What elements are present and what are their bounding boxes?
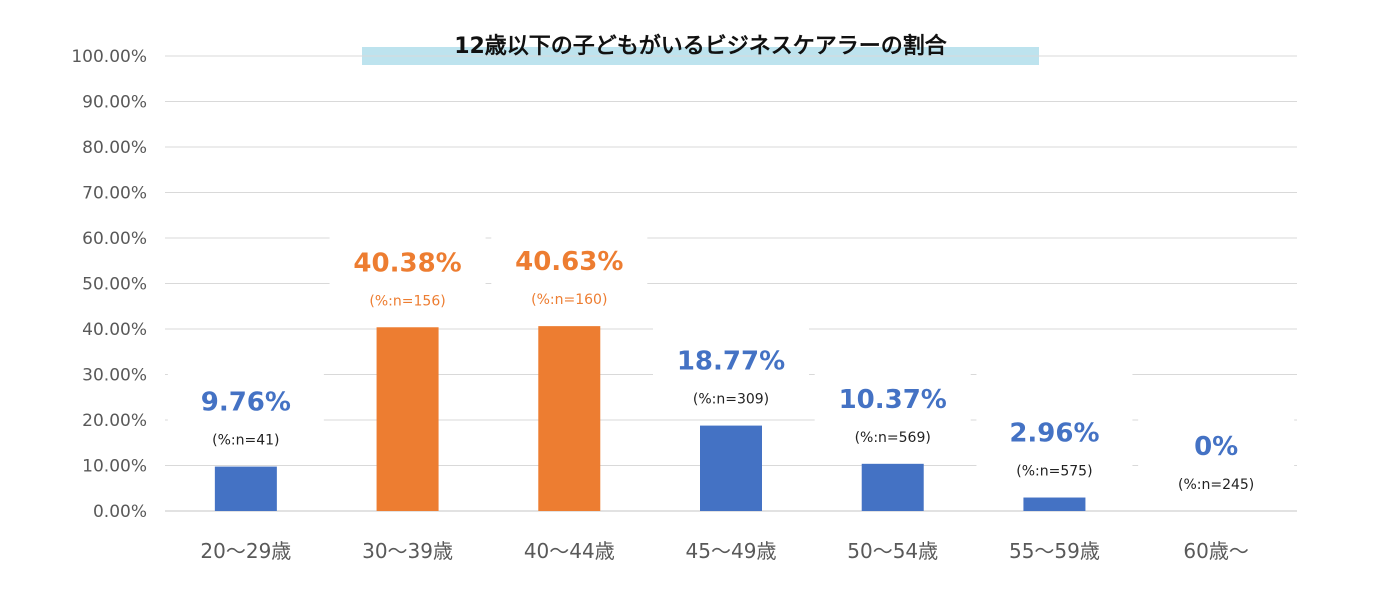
data-label-n: (%:n=309) xyxy=(693,392,769,408)
data-label-percent: 9.76% xyxy=(201,388,291,418)
bar xyxy=(538,326,601,511)
x-tick-label: 30〜39歳 xyxy=(362,539,453,563)
y-tick-label: 10.00% xyxy=(82,457,147,477)
bar xyxy=(214,466,277,511)
data-label-percent: 40.38% xyxy=(353,248,461,278)
x-tick-label: 50〜54歳 xyxy=(847,539,938,563)
label-backing xyxy=(329,202,486,308)
y-tick-label: 50.00% xyxy=(82,275,147,295)
label-backing xyxy=(976,372,1133,478)
y-tick-label: 90.00% xyxy=(82,93,147,113)
y-tick-label: 0.00% xyxy=(93,502,147,522)
y-tick-label: 60.00% xyxy=(82,229,147,249)
y-tick-label: 30.00% xyxy=(82,366,147,386)
label-backing xyxy=(491,201,648,307)
x-tick-label: 40〜44歳 xyxy=(524,539,615,563)
chart-title: 12歳以下の子どもがいるビジネスケアラーの割合 xyxy=(454,34,947,59)
bar xyxy=(376,327,439,511)
x-tick-label: 60歳〜 xyxy=(1183,539,1248,563)
data-label-n: (%:n=245) xyxy=(1178,477,1254,493)
data-label-n: (%:n=569) xyxy=(855,430,931,446)
data-label-percent: 10.37% xyxy=(839,385,947,415)
label-backing xyxy=(653,300,809,406)
data-label-percent: 40.63% xyxy=(515,247,623,277)
data-label-percent: 0% xyxy=(1194,432,1238,462)
bar xyxy=(861,463,924,511)
y-tick-label: 20.00% xyxy=(82,411,147,431)
y-tick-label: 100.00% xyxy=(71,47,147,67)
data-label-n: (%:n=160) xyxy=(531,292,607,308)
x-tick-label: 55〜59歳 xyxy=(1009,539,1100,563)
data-label-percent: 18.77% xyxy=(677,347,785,377)
data-label-n: (%:n=575) xyxy=(1016,464,1092,480)
label-backing xyxy=(167,341,324,447)
y-tick-label: 70.00% xyxy=(82,184,147,204)
bar xyxy=(1023,497,1086,511)
label-backing xyxy=(814,338,971,444)
data-label-percent: 2.96% xyxy=(1009,419,1099,449)
data-label-n: (%:n=156) xyxy=(369,293,445,309)
bar xyxy=(700,425,762,511)
y-tick-label: 40.00% xyxy=(82,320,147,340)
label-backing xyxy=(1138,386,1295,491)
x-tick-label: 45〜49歳 xyxy=(686,539,777,563)
x-tick-label: 20〜29歳 xyxy=(200,539,291,563)
y-tick-label: 80.00% xyxy=(82,138,147,158)
data-label-n: (%:n=41) xyxy=(212,433,279,449)
